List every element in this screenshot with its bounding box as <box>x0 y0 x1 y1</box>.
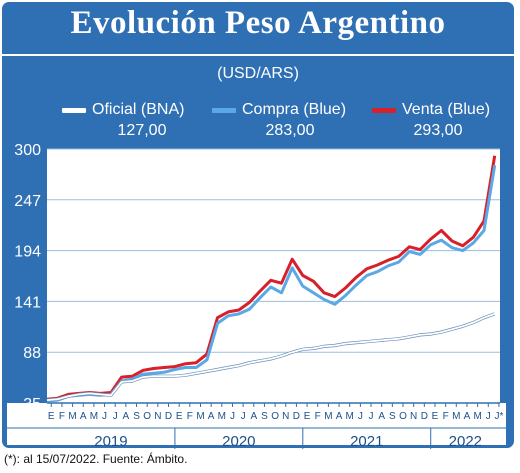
x-month-label: A <box>464 411 471 422</box>
x-month-label: J <box>113 411 118 422</box>
y-tick-label: 194 <box>14 244 41 261</box>
x-month-label: F <box>315 411 321 422</box>
x-month-label: O <box>399 411 407 422</box>
legend-label-oficial: Oficial (BNA) <box>92 101 185 118</box>
x-month-label: N <box>282 411 289 422</box>
x-month-label: O <box>143 411 151 422</box>
legend-swatch-compra <box>212 107 236 113</box>
plot-area <box>47 149 500 403</box>
x-year-label: 2020 <box>222 433 255 450</box>
x-month-label: D <box>293 411 300 422</box>
x-month-label: J <box>102 411 107 422</box>
x-month-label: J* <box>494 411 503 422</box>
x-year-label: 2022 <box>449 433 482 450</box>
legend-swatch-oficial <box>62 107 86 113</box>
legend-item-venta: Venta (Blue) <box>372 101 490 119</box>
x-month-label: D <box>421 411 428 422</box>
series-line-oficial <box>46 313 496 401</box>
x-month-label: F <box>443 411 449 422</box>
x-year-label: 2019 <box>94 433 127 450</box>
x-month-label: M <box>90 411 98 422</box>
y-tick-label: 88 <box>23 345 41 362</box>
x-month-label: J <box>358 411 363 422</box>
legend-value-oficial: 127,00 <box>117 122 167 139</box>
x-month-label: M <box>346 411 354 422</box>
x-month-label: E <box>176 411 183 422</box>
x-axis-band <box>7 403 506 445</box>
x-month-label: A <box>250 411 257 422</box>
x-month-label: M <box>452 411 460 422</box>
x-month-label: A <box>123 411 130 422</box>
legend-item-oficial: Oficial (BNA) <box>62 101 184 119</box>
x-month-label: S <box>261 411 268 422</box>
x-month-label: M <box>68 411 76 422</box>
x-month-label: A <box>80 411 87 422</box>
x-month-label: J <box>486 411 491 422</box>
x-month-label: M <box>473 411 481 422</box>
legend-value-venta: 293,00 <box>413 122 463 139</box>
x-month-label: M <box>324 411 332 422</box>
x-month-label: A <box>336 411 343 422</box>
footnote: (*): al 15/07/2022. Fuente: Ámbito. <box>4 452 188 466</box>
x-month-label: O <box>271 411 279 422</box>
legend-label-venta: Venta (Blue) <box>402 101 491 118</box>
title-divider <box>2 54 514 56</box>
x-month-label: E <box>48 411 55 422</box>
x-month-label: J <box>369 411 374 422</box>
legend-item-compra: Compra (Blue) <box>212 101 346 119</box>
x-month-label: J <box>241 411 246 422</box>
legend-value-compra: 283,00 <box>265 122 315 139</box>
x-month-label: A <box>378 411 385 422</box>
x-month-label: D <box>165 411 172 422</box>
x-month-label: M <box>218 411 226 422</box>
x-month-label: E <box>432 411 439 422</box>
y-tick-label: 141 <box>14 294 41 311</box>
series-line-venta <box>46 155 497 401</box>
chart-title: Evolución Peso Argentino <box>70 5 446 41</box>
x-month-label: E <box>304 411 311 422</box>
x-month-label: F <box>59 411 65 422</box>
unit-label: (USD/ARS) <box>217 65 299 82</box>
x-month-label: S <box>133 411 140 422</box>
x-month-label: S <box>389 411 396 422</box>
x-month-label: M <box>196 411 204 422</box>
x-year-label: 2021 <box>350 433 383 450</box>
x-month-label: N <box>154 411 161 422</box>
legend-label-compra: Compra (Blue) <box>242 101 347 118</box>
x-month-label: A <box>208 411 215 422</box>
x-month-label: F <box>187 411 193 422</box>
y-tick-label: 247 <box>14 193 41 210</box>
y-tick-label: 300 <box>14 142 41 159</box>
x-month-label: J <box>230 411 235 422</box>
legend-swatch-venta <box>372 107 396 113</box>
x-month-label: N <box>410 411 417 422</box>
